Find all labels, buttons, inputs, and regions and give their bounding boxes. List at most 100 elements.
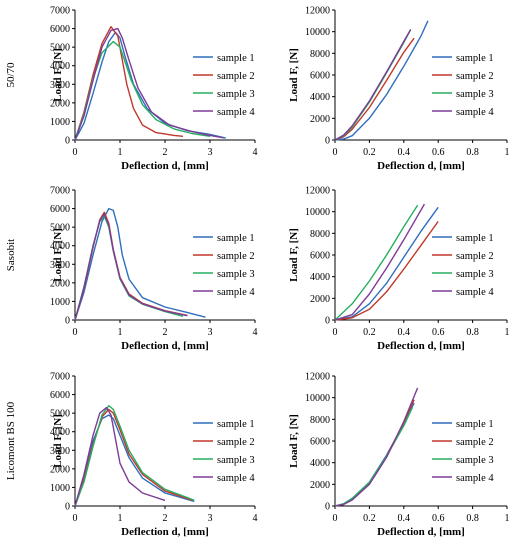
- panel-2-left-ytick-label: 2000: [50, 278, 70, 289]
- panel-1-right-series-3-line: [334, 29, 412, 141]
- panel-1-right-ytick-label: 12000: [305, 6, 330, 17]
- panel-1-left-legend-label-2: sample 2: [217, 71, 255, 82]
- panel-3-right-ytick-label: 2000: [310, 480, 330, 491]
- panel-1-left-ytick-label: 7000: [50, 6, 70, 17]
- panel-2-right-series-1-line: [334, 206, 439, 321]
- panel-1-left-ytick-label: 6000: [50, 24, 70, 35]
- panel-3-left-legend-label-4: sample 4: [217, 473, 255, 484]
- panel-1-left-legend-label-4: sample 4: [217, 107, 255, 118]
- panel-2-left-ytick-label: 6000: [50, 204, 70, 215]
- panel-2-right-y-axis-label: Load F, [N]: [288, 228, 300, 282]
- panel-1-left-xtick-label: 3: [208, 147, 213, 158]
- panel-3-right-series-1-line: [334, 402, 415, 507]
- panel-1-left-ytick-label: 1000: [50, 117, 70, 128]
- panel-2-left-ytick-label: 7000: [50, 186, 70, 197]
- panel-3-left-xtick-label: 0: [73, 513, 78, 524]
- panel-2-right-ytick-label: 0: [325, 316, 330, 327]
- panel-3-right-xtick-label: 1: [505, 513, 510, 524]
- panel-2-left-ytick-label: 4000: [50, 241, 70, 252]
- panel-2-right-ytick-label: 6000: [310, 251, 330, 262]
- panel-3-right-xtick-label: 0.6: [432, 513, 445, 524]
- panel-1-left-series-4-line: [74, 27, 224, 141]
- panel-1-right-legend-label-4: sample 4: [456, 107, 494, 118]
- panel-2-left-legend-label-3: sample 3: [217, 269, 255, 280]
- panel-2-right-xtick-label: 0.6: [432, 327, 445, 338]
- panel-1-right-series-1-line: [334, 20, 429, 141]
- panel-2-right-ytick-label: 2000: [310, 294, 330, 305]
- panel-2-left-series-2-line: [74, 211, 188, 321]
- panel-2-right-legend-label-4: sample 4: [456, 287, 494, 298]
- panel-3-right-ytick-label: 8000: [310, 415, 330, 426]
- panel-1-left-legend-label-1: sample 1: [217, 53, 255, 64]
- row-label-1: 50/70: [5, 62, 17, 88]
- panel-2-right-ytick-label: 10000: [305, 207, 330, 218]
- panel-2-left-ytick-label: 1000: [50, 297, 70, 308]
- panel-3-right-series-2-line: [334, 399, 415, 507]
- panel-2-left-ytick-label: 5000: [50, 223, 70, 234]
- panel-1-left-ytick-label: 0: [65, 136, 70, 147]
- panel-2-left-series-3-line: [74, 215, 184, 321]
- panel-2-right-xtick-label: 1: [505, 327, 510, 338]
- panel-2-right-legend-label-1: sample 1: [456, 233, 494, 244]
- panel-1-left-ytick-label: 3000: [50, 80, 70, 91]
- panel-2-right-xtick-label: 0: [333, 327, 338, 338]
- panel-2-left-xtick-label: 2: [163, 327, 168, 338]
- panel-2-left-legend-label-2: sample 2: [217, 251, 255, 262]
- panel-1-left-ytick-label: 5000: [50, 43, 70, 54]
- panel-2-right-ytick-label: 8000: [310, 229, 330, 240]
- panel-3-left-legend-label-3: sample 3: [217, 455, 255, 466]
- panel-1-right-xtick-label: 0.2: [363, 147, 376, 158]
- panel-3-right-ytick-label: 0: [325, 502, 330, 513]
- panel-1-left-xtick-label: 2: [163, 147, 168, 158]
- panel-1-left-series-1-line: [74, 31, 226, 141]
- panel-1-left-ytick-label: 4000: [50, 61, 70, 72]
- panel-3-right-x-axis-label: Deflection d, [mm]: [377, 526, 465, 538]
- panel-3-right-xtick-label: 0.4: [398, 513, 411, 524]
- panel-3-left-ytick-label: 3000: [50, 446, 70, 457]
- panel-2-right-ytick-label: 12000: [305, 186, 330, 197]
- panel-3-right-xtick-label: 0.2: [363, 513, 376, 524]
- panel-2-right-xtick-label: 0.4: [398, 327, 411, 338]
- panel-2-right-legend-label-2: sample 2: [456, 251, 494, 262]
- panel-3-right-legend-label-1: sample 1: [456, 419, 494, 430]
- panel-1-left-y-axis-label: Load F, [N]: [52, 48, 64, 102]
- panel-2-left-xtick-label: 0: [73, 327, 78, 338]
- panel-1-right-legend-label-3: sample 3: [456, 89, 494, 100]
- panel-3-right-xtick-label: 0: [333, 513, 338, 524]
- panel-1-right-x-axis-label: Deflection d, [mm]: [377, 160, 465, 172]
- panel-2-left-xtick-label: 4: [253, 327, 258, 338]
- panel-3-right-ytick-label: 4000: [310, 458, 330, 469]
- panel-2-left-legend-label-1: sample 1: [217, 233, 255, 244]
- panel-1-right-xtick-label: 0.4: [398, 147, 411, 158]
- panel-3-left-xtick-label: 3: [208, 513, 213, 524]
- panel-1-right-xtick-label: 1: [505, 147, 510, 158]
- panel-1-right-xtick-label: 0.8: [466, 147, 479, 158]
- panel-2-right-ytick-label: 4000: [310, 272, 330, 283]
- panel-1-right-series-4-line: [334, 29, 412, 141]
- panel-3-right-legend-label-2: sample 2: [456, 437, 494, 448]
- row-label-2: Sasobit: [5, 239, 17, 271]
- panel-2-right-legend-label-3: sample 3: [456, 269, 494, 280]
- panel-3-left-ytick-label: 6000: [50, 390, 70, 401]
- panel-2-right-series-4-line: [334, 203, 426, 321]
- panel-3-right-xtick-label: 0.8: [466, 513, 479, 524]
- panel-2-left-series-1-line: [74, 207, 206, 321]
- panel-2-left-legend-label-4: sample 4: [217, 287, 255, 298]
- panel-2-right-xtick-label: 0.8: [466, 327, 479, 338]
- panel-3-right-ytick-label: 10000: [305, 393, 330, 404]
- panel-1-right-legend-label-1: sample 1: [456, 53, 494, 64]
- panel-3-left-series-3-line: [74, 405, 195, 507]
- panel-1-left-legend-label-3: sample 3: [217, 89, 255, 100]
- panel-1-left-ytick-label: 2000: [50, 98, 70, 109]
- panel-3-left-ytick-label: 5000: [50, 409, 70, 420]
- panel-1-right-xtick-label: 0: [333, 147, 338, 158]
- panel-2-right-x-axis-label: Deflection d, [mm]: [377, 340, 465, 352]
- panel-1-right-ytick-label: 2000: [310, 114, 330, 125]
- panel-3-right-y-axis-label: Load F, [N]: [288, 414, 300, 468]
- panel-1-right-ytick-label: 6000: [310, 71, 330, 82]
- panel-2-left-xtick-label: 3: [208, 327, 213, 338]
- panel-3-right-legend-label-4: sample 4: [456, 473, 494, 484]
- panel-1-right-xtick-label: 0.6: [432, 147, 445, 158]
- panel-3-left-series-4-line: [74, 406, 166, 507]
